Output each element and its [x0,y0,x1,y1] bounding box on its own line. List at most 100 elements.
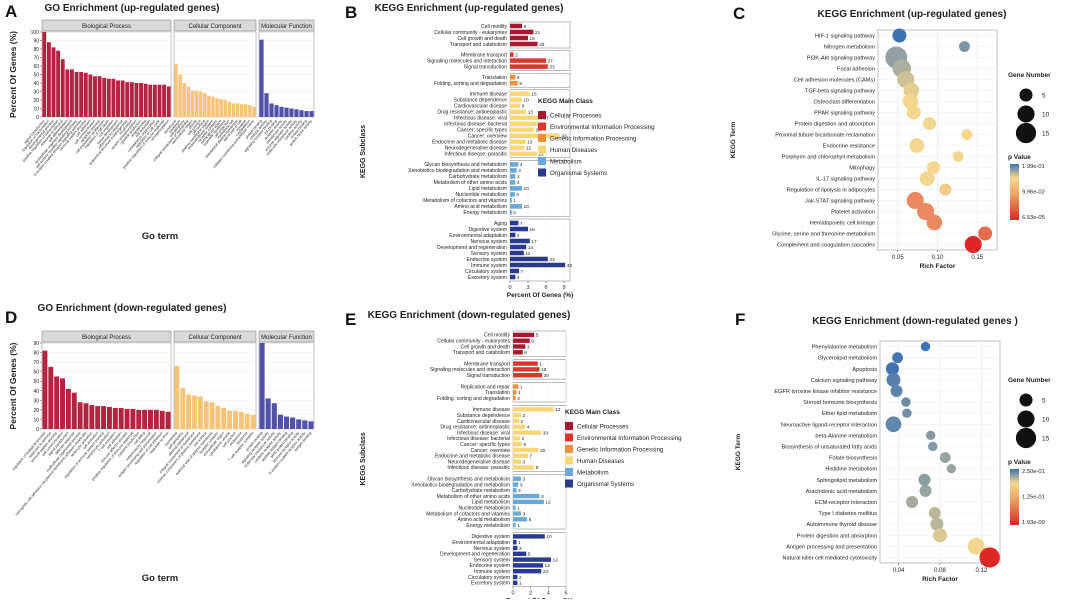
bar-value-label: 3 [518,168,521,174]
bar [174,64,178,117]
y-tick-label: Metabolism of cofactors and vitamins [426,511,510,517]
bar [112,407,118,429]
bar [510,162,519,167]
bar [60,378,65,429]
bar [248,105,252,117]
bar [101,406,107,429]
y-tick-label: Substance dependence [453,98,507,104]
bar [296,419,302,429]
bar [513,332,535,338]
bar [74,71,79,117]
y-tick-label: Metabolism of other amino acids [434,180,508,186]
y-tick-label: Infectious disease: bacterial [447,436,510,442]
bar [510,121,538,127]
bar [510,74,516,80]
bar [513,505,516,510]
bar [152,84,157,117]
y-tick-label: Xenobiotics biodegradation and metabolis… [411,482,510,488]
bar [513,395,516,401]
y-tick-label: Carbohydrate metabolism [449,174,507,180]
y-tick-label: Drug resistance: antineoplastic [437,110,507,116]
bar-value-label: 9 [519,81,522,87]
data-point [906,495,919,508]
y-tick-label: Folate biosynthesis [829,456,877,462]
bar [513,511,521,516]
bar [42,32,47,117]
data-point [927,160,941,175]
y-tick-label: Environmental adaptation [452,540,510,546]
legend-title: Gene Number [1008,72,1051,79]
bar-value-label: 16 [530,227,536,233]
bar [106,407,112,429]
y-tick-label: beta-Alanine metabolism [815,433,877,439]
chart-title: KEGG Enrichment (down-regulated genes) [368,310,571,321]
legend-bubble [1019,393,1033,407]
y-tick-label: Calcium signaling pathway [811,378,877,384]
bar-value-label: 4 [517,233,520,239]
bar [252,106,256,117]
bar-value-label: 1 [518,540,521,546]
data-point [920,341,931,352]
bar-value-label: 2 [519,575,522,581]
bar [513,459,521,464]
y-tick-label: Neuroactive ligand-receptor interaction [781,422,877,428]
bar-value-label: 4 [517,180,520,186]
bar-value-label: 12 [545,500,551,506]
y-tick-label: Environmental adaptation [449,233,507,239]
data-point [946,463,957,474]
x-tick-label: vesicle [188,119,198,130]
bar-value-label: 2 [513,210,516,216]
legend-label: 5 [1042,398,1046,405]
y-tick-label: Infectious disease: viral [454,116,507,122]
bar-value-label: 23 [543,569,549,575]
bar [54,376,60,429]
y-tick-label: 70 [33,360,39,366]
panel-letter: A [5,2,17,21]
bar [510,80,518,86]
legend-label: Genetic Information Processing [577,447,664,454]
y-tick-label: Circulatory system [468,575,510,581]
legend-swatch [538,145,546,154]
bar [125,82,130,117]
legend-swatch [565,433,573,442]
x-tick-label: 0.10 [932,255,944,261]
bar [271,403,277,429]
bar [180,387,186,429]
x-axis-label: Rich Factor [922,576,958,583]
y-tick-label: Carbohydrate metabolism [452,488,510,494]
chart-title: KEGG Enrichment (up-regulated genes) [375,3,564,14]
bar [244,104,248,117]
data-point [901,397,911,407]
bar [136,409,142,429]
y-tick-label: Regulation of lipolysis in adipocytes [787,188,876,194]
panel-letter: B [345,3,357,22]
bar [510,232,516,238]
legend-title: p Value [1008,154,1031,161]
bar [51,47,56,117]
bar [192,395,197,429]
legend-swatch [538,168,546,177]
bar-value-label: 10 [524,186,530,192]
bar-value-label: 7 [520,221,523,227]
y-tick-label: Type I diabetes mellitus [819,511,878,517]
colorbar-label: 1.99e-01 [1022,164,1045,170]
bar [106,78,111,117]
bar-value-label: 13 [527,140,533,146]
bar [186,394,192,429]
bar-value-label: 18 [541,367,547,373]
colorbar-label: 1.93e-09 [1022,520,1045,526]
bar-value-label: 9 [522,104,525,110]
y-axis-label: KEGG Term [730,122,737,159]
bar-value-label: 2 [515,52,518,58]
y-tick-label: Endocrine system [470,563,510,569]
legend-label: Metabolism [577,470,609,477]
y-tick-label: Amino acid metabolism [457,517,510,523]
legend-label: Organismal Systems [577,481,634,488]
y-tick-label: Complement and coagulation cascades [777,243,875,249]
facet-label: Cellular Component [188,335,241,341]
data-point [952,151,964,162]
data-point [959,41,970,52]
bar [259,343,265,429]
kegg-bar-chart-E: KEGG Enrichment (down-regulated genes) Ce… [360,310,682,604]
x-tick-label: 0.15 [971,255,983,261]
